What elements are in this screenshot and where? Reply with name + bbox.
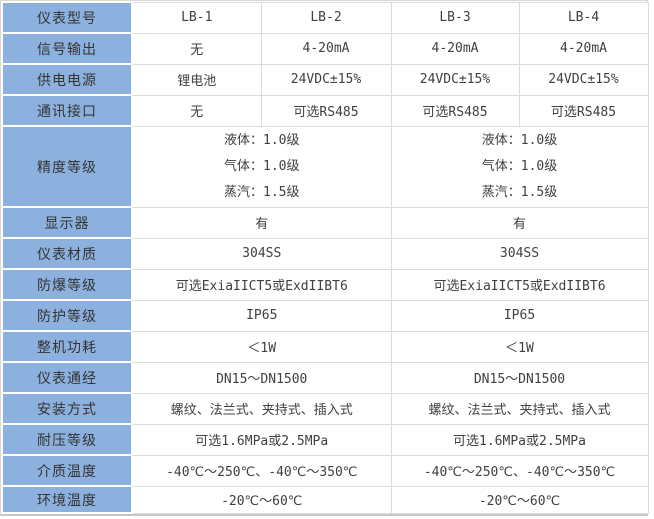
cell-consumption-right: ＜1W (390, 330, 649, 363)
row-label-communication-interface: 通讯接口 (1, 94, 133, 127)
table-row-display: 显示器 有 有 (1, 206, 649, 239)
table-row-power-consumption: 整机功耗 ＜1W ＜1W (1, 330, 649, 363)
cell-medium-temp-left: -40℃～250℃、-40℃～350℃ (131, 454, 392, 487)
table-row-accuracy-class: 精度等级 液体：1.0级 气体：1.0级 蒸汽：1.5级 液体：1.0级 气体：… (1, 125, 649, 208)
cell-pressure-left: 可选1.6MPa或2.5MPa (131, 423, 392, 456)
cell-power-lb4: 24VDC±15% (518, 63, 649, 96)
row-label-pressure-rating: 耐压等级 (1, 423, 133, 456)
cell-comm-lb3: 可选RS485 (390, 94, 520, 127)
cell-installation-right: 螺纹、法兰式、夹持式、插入式 (390, 392, 649, 425)
cell-protection-left: IP65 (131, 299, 392, 332)
cell-consumption-left: ＜1W (131, 330, 392, 363)
cell-model-lb4: LB-4 (518, 1, 649, 34)
cell-medium-temp-right: -40℃～250℃、-40℃～350℃ (390, 454, 649, 487)
row-label-explosion-proof-rating: 防爆等级 (1, 268, 133, 301)
row-label-protection-rating: 防护等级 (1, 299, 133, 332)
row-label-display: 显示器 (1, 206, 133, 239)
spec-table: 仪表型号 LB-1 LB-2 LB-3 LB-4 信号输出 无 4-20mA 4… (1, 1, 649, 514)
cell-material-right: 304SS (390, 237, 649, 270)
table-row-ambient-temperature: 环境温度 -20℃～60℃ -20℃～60℃ (1, 485, 649, 514)
cell-protection-right: IP65 (390, 299, 649, 332)
cell-comm-lb4: 可选RS485 (518, 94, 649, 127)
cell-signal-lb3: 4-20mA (390, 32, 520, 65)
row-label-accuracy-class: 精度等级 (1, 125, 133, 208)
cell-diameter-right: DN15～DN1500 (390, 361, 649, 394)
cell-installation-left: 螺纹、法兰式、夹持式、插入式 (131, 392, 392, 425)
table-row-instrument-material: 仪表材质 304SS 304SS (1, 237, 649, 270)
cell-model-lb3: LB-3 (390, 1, 520, 34)
cell-power-lb1: 锂电池 (131, 63, 262, 96)
cell-ambient-temp-right: -20℃～60℃ (390, 485, 649, 514)
row-label-instrument-diameter: 仪表通经 (1, 361, 133, 394)
row-label-power-consumption: 整机功耗 (1, 330, 133, 363)
table-row-power-supply: 供电电源 锂电池 24VDC±15% 24VDC±15% 24VDC±15% (1, 63, 649, 96)
table-row-explosion-proof-rating: 防爆等级 可选ExiaIICT5或ExdIIBT6 可选ExiaIICT5或Ex… (1, 268, 649, 301)
table-row-pressure-rating: 耐压等级 可选1.6MPa或2.5MPa 可选1.6MPa或2.5MPa (1, 423, 649, 456)
table-row-medium-temperature: 介质温度 -40℃～250℃、-40℃～350℃ -40℃～250℃、-40℃～… (1, 454, 649, 487)
cell-ambient-temp-left: -20℃～60℃ (131, 485, 392, 514)
cell-power-lb2: 24VDC±15% (260, 63, 392, 96)
row-label-signal-output: 信号输出 (1, 32, 133, 65)
cell-pressure-right: 可选1.6MPa或2.5MPa (390, 423, 649, 456)
cell-display-right: 有 (390, 206, 649, 239)
table-row-communication-interface: 通讯接口 无 可选RS485 可选RS485 可选RS485 (1, 94, 649, 127)
cell-signal-lb4: 4-20mA (518, 32, 649, 65)
cell-accuracy-left: 液体：1.0级 气体：1.0级 蒸汽：1.5级 (131, 125, 392, 208)
cell-model-lb2: LB-2 (260, 1, 392, 34)
cell-diameter-left: DN15～DN1500 (131, 361, 392, 394)
cell-signal-lb1: 无 (131, 32, 262, 65)
table-row-instrument-diameter: 仪表通经 DN15～DN1500 DN15～DN1500 (1, 361, 649, 394)
cell-display-left: 有 (131, 206, 392, 239)
row-label-installation-method: 安装方式 (1, 392, 133, 425)
row-label-instrument-model: 仪表型号 (1, 1, 133, 34)
row-label-power-supply: 供电电源 (1, 63, 133, 96)
cell-signal-lb2: 4-20mA (260, 32, 392, 65)
table-row-installation-method: 安装方式 螺纹、法兰式、夹持式、插入式 螺纹、法兰式、夹持式、插入式 (1, 392, 649, 425)
cell-comm-lb2: 可选RS485 (260, 94, 392, 127)
cell-model-lb1: LB-1 (131, 1, 262, 34)
row-label-ambient-temperature: 环境温度 (1, 485, 133, 514)
cell-material-left: 304SS (131, 237, 392, 270)
row-label-medium-temperature: 介质温度 (1, 454, 133, 487)
cell-explosion-right: 可选ExiaIICT5或ExdIIBT6 (390, 268, 649, 301)
table-row-instrument-model: 仪表型号 LB-1 LB-2 LB-3 LB-4 (1, 1, 649, 34)
cell-power-lb3: 24VDC±15% (390, 63, 520, 96)
cell-accuracy-right: 液体：1.0级 气体：1.0级 蒸汽：1.5级 (390, 125, 649, 208)
cell-comm-lb1: 无 (131, 94, 262, 127)
table-row-signal-output: 信号输出 无 4-20mA 4-20mA 4-20mA (1, 32, 649, 65)
row-label-instrument-material: 仪表材质 (1, 237, 133, 270)
table-row-protection-rating: 防护等级 IP65 IP65 (1, 299, 649, 332)
cell-explosion-left: 可选ExiaIICT5或ExdIIBT6 (131, 268, 392, 301)
